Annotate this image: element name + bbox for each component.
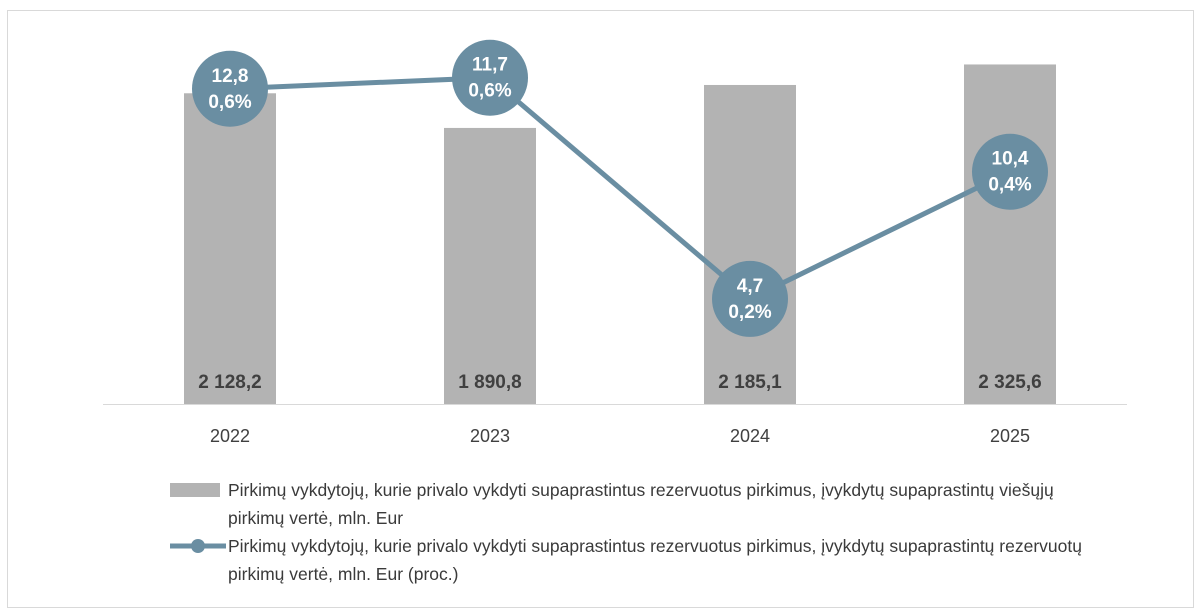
line	[229, 75, 1012, 302]
bar-value-label: 2 128,2	[198, 372, 261, 393]
bar	[184, 93, 276, 404]
share-label: 0,6%	[208, 92, 251, 113]
share-label: 0,2%	[728, 302, 771, 323]
amount-label: 10,4	[992, 149, 1029, 170]
marker	[452, 39, 528, 116]
x-tick-label: 2024	[730, 426, 770, 446]
bar-value-label: 2 185,1	[718, 372, 782, 393]
bar-value-label: 2 325,6	[978, 372, 1041, 393]
legend-swatch-bar	[170, 483, 220, 497]
marker	[192, 50, 268, 127]
x-tick-label: 2022	[210, 426, 250, 446]
x-tick-label: 2023	[470, 426, 510, 446]
marker	[712, 260, 788, 337]
amount-label: 4,7	[737, 276, 763, 297]
bar-value-label: 1 890,8	[458, 372, 521, 393]
bar	[444, 127, 536, 404]
bar	[704, 84, 796, 404]
share-label: 0,6%	[468, 81, 511, 102]
amount-label: 12,8	[212, 66, 249, 87]
bar	[964, 64, 1056, 404]
legend-entry: Pirkimų vykdytojų, kurie privalo vykdyti…	[228, 536, 1082, 584]
marker	[972, 133, 1048, 210]
chart-frame	[7, 10, 1194, 608]
legend-entry: Pirkimų vykdytojų, kurie privalo vykdyti…	[228, 480, 1054, 528]
x-tick-label: 2025	[990, 426, 1030, 446]
share-label: 0,4%	[988, 175, 1031, 196]
legend-swatch-marker	[191, 539, 205, 553]
amount-label: 11,7	[472, 55, 508, 76]
